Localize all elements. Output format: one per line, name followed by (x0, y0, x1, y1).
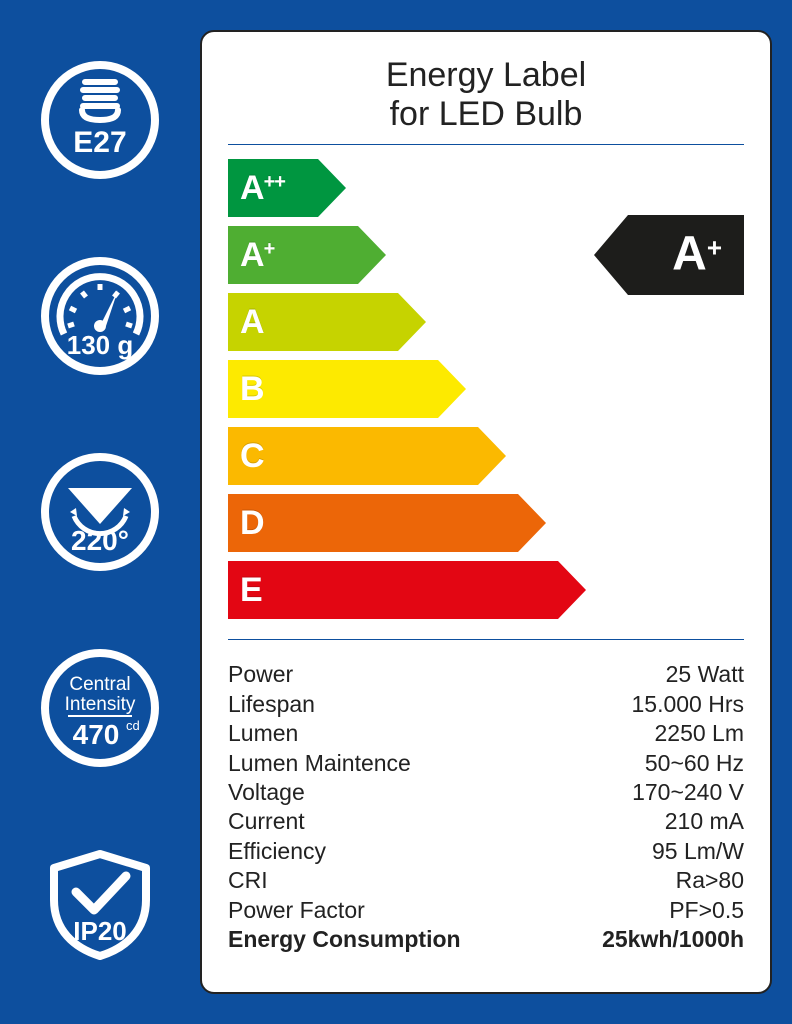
selected-rating-text: A+ (672, 227, 722, 282)
spec-row: Energy Consumption 25kwh/1000h (228, 925, 744, 954)
spec-label: Power (228, 660, 293, 689)
spec-value: 25kwh/1000h (602, 925, 744, 954)
selected-rating-badge: A+ (594, 215, 744, 295)
spec-row: Power 25 Watt (228, 660, 744, 689)
spec-table: Power 25 Watt Lifespan 15.000 Hrs Lumen 2250 … (228, 660, 744, 954)
separator-bottom (228, 639, 744, 640)
spec-value: Ra>80 (676, 866, 744, 895)
title-line-1: Energy Label (386, 56, 586, 94)
beam-angle-label: 220° (71, 525, 129, 556)
spec-row: Power Factor PF>0.5 (228, 896, 744, 925)
title-line-2: for LED Bulb (390, 95, 583, 133)
rating-row-C: C (228, 427, 506, 485)
spec-row: Lumen 2250 Lm (228, 719, 744, 748)
rating-letter: E (240, 571, 262, 610)
rating-row-B: B (228, 360, 466, 418)
rating-row-A: A (228, 293, 426, 351)
central-intensity-icon: Central Intensity 470 cd (40, 648, 160, 768)
energy-label-card: Energy Label for LED Bulb A++ A+ ABCDE A+ P… (200, 30, 772, 994)
rating-letter: B (240, 370, 264, 409)
socket-label: E27 (73, 126, 126, 159)
spec-value: 95 Lm/W (652, 837, 744, 866)
spec-label: Voltage (228, 778, 305, 807)
rating-row-A++: A++ (228, 159, 346, 217)
spec-label: Current (228, 807, 305, 836)
weight-gauge-icon: 130 g (40, 256, 160, 376)
ip-rating-icon: IP20 (40, 844, 160, 964)
rating-row-E: E (228, 561, 586, 619)
spec-label: Lumen (228, 719, 298, 748)
ci-unit: cd (126, 718, 140, 733)
spec-row: Current 210 mA (228, 807, 744, 836)
weight-label: 130 g (67, 330, 134, 360)
ci-label-2: Intensity (65, 694, 136, 715)
rating-letter: C (240, 437, 264, 476)
rating-row-A+: A+ (228, 226, 386, 284)
ip-label: IP20 (73, 916, 127, 946)
spec-row: Lumen Maintence 50~60 Hz (228, 749, 744, 778)
spec-label: Energy Consumption (228, 925, 461, 954)
spec-row: Voltage 170~240 V (228, 778, 744, 807)
ci-value: 470 (73, 719, 120, 750)
socket-e27-icon: E27 (40, 60, 160, 180)
rating-letter: A+ (240, 236, 274, 275)
rating-row-D: D (228, 494, 546, 552)
spec-label: CRI (228, 866, 268, 895)
spec-label: Lifespan (228, 690, 315, 719)
left-icon-column: E27 130 g (20, 30, 180, 994)
rating-letter: D (240, 504, 264, 543)
rating-letter: A++ (240, 169, 285, 208)
spec-label: Efficiency (228, 837, 326, 866)
spec-value: PF>0.5 (669, 896, 744, 925)
spec-label: Power Factor (228, 896, 365, 925)
rating-letter: A (240, 303, 264, 342)
card-title: Energy Label for LED Bulb (228, 56, 744, 134)
spec-row: CRI Ra>80 (228, 866, 744, 895)
ci-label-1: Central (69, 674, 130, 695)
spec-value: 15.000 Hrs (631, 690, 744, 719)
spec-value: 2250 Lm (654, 719, 744, 748)
spec-value: 25 Watt (666, 660, 744, 689)
rating-scale: A++ A+ ABCDE A+ (228, 159, 744, 629)
spec-row: Efficiency 95 Lm/W (228, 837, 744, 866)
spec-row: Lifespan 15.000 Hrs (228, 690, 744, 719)
spec-value: 210 mA (665, 807, 744, 836)
beam-angle-icon: 220° (40, 452, 160, 572)
spec-value: 50~60 Hz (645, 749, 744, 778)
spec-label: Lumen Maintence (228, 749, 411, 778)
separator-top (228, 144, 744, 145)
spec-value: 170~240 V (632, 778, 744, 807)
